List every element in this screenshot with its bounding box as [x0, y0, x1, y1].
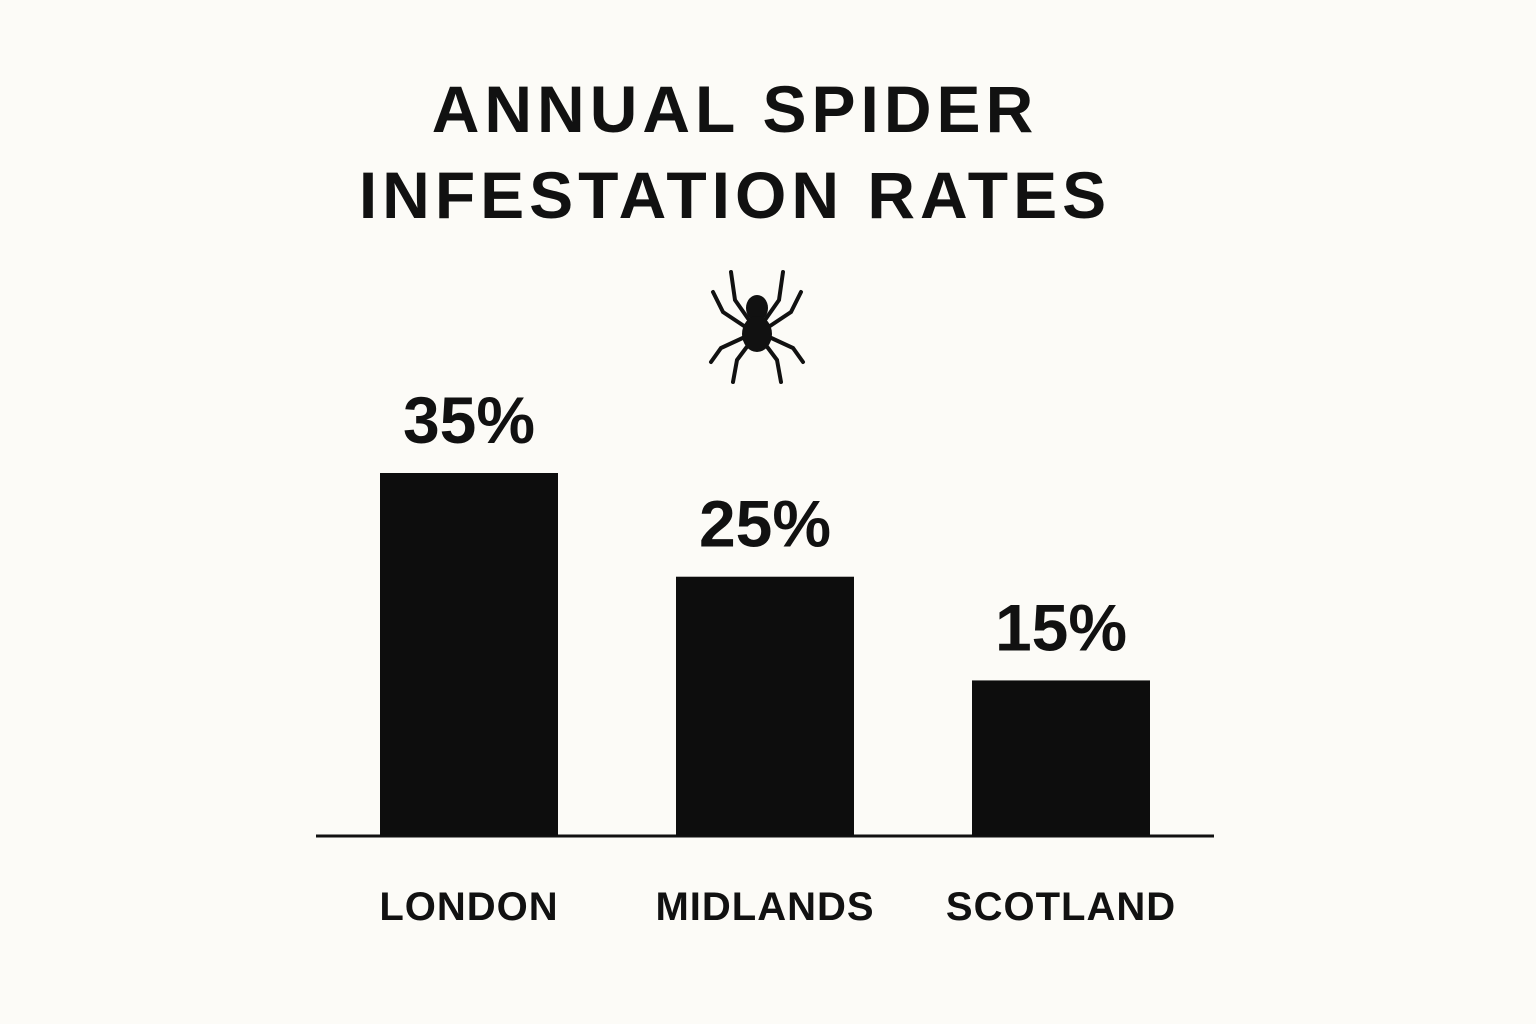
x-tick-label: LONDON — [379, 885, 558, 929]
chart-title: ANNUAL SPIDER INFESTATION RATES — [358, 72, 1112, 232]
value-label: 25% — [699, 487, 831, 561]
value-label: 35% — [403, 383, 535, 457]
bar — [380, 473, 558, 836]
spider-icon — [709, 270, 805, 384]
value-label: 15% — [995, 590, 1127, 664]
x-tick-label: MIDLANDS — [655, 885, 874, 929]
bar — [676, 576, 854, 836]
bar — [972, 680, 1150, 836]
x-tick-label: SCOTLAND — [946, 885, 1176, 929]
